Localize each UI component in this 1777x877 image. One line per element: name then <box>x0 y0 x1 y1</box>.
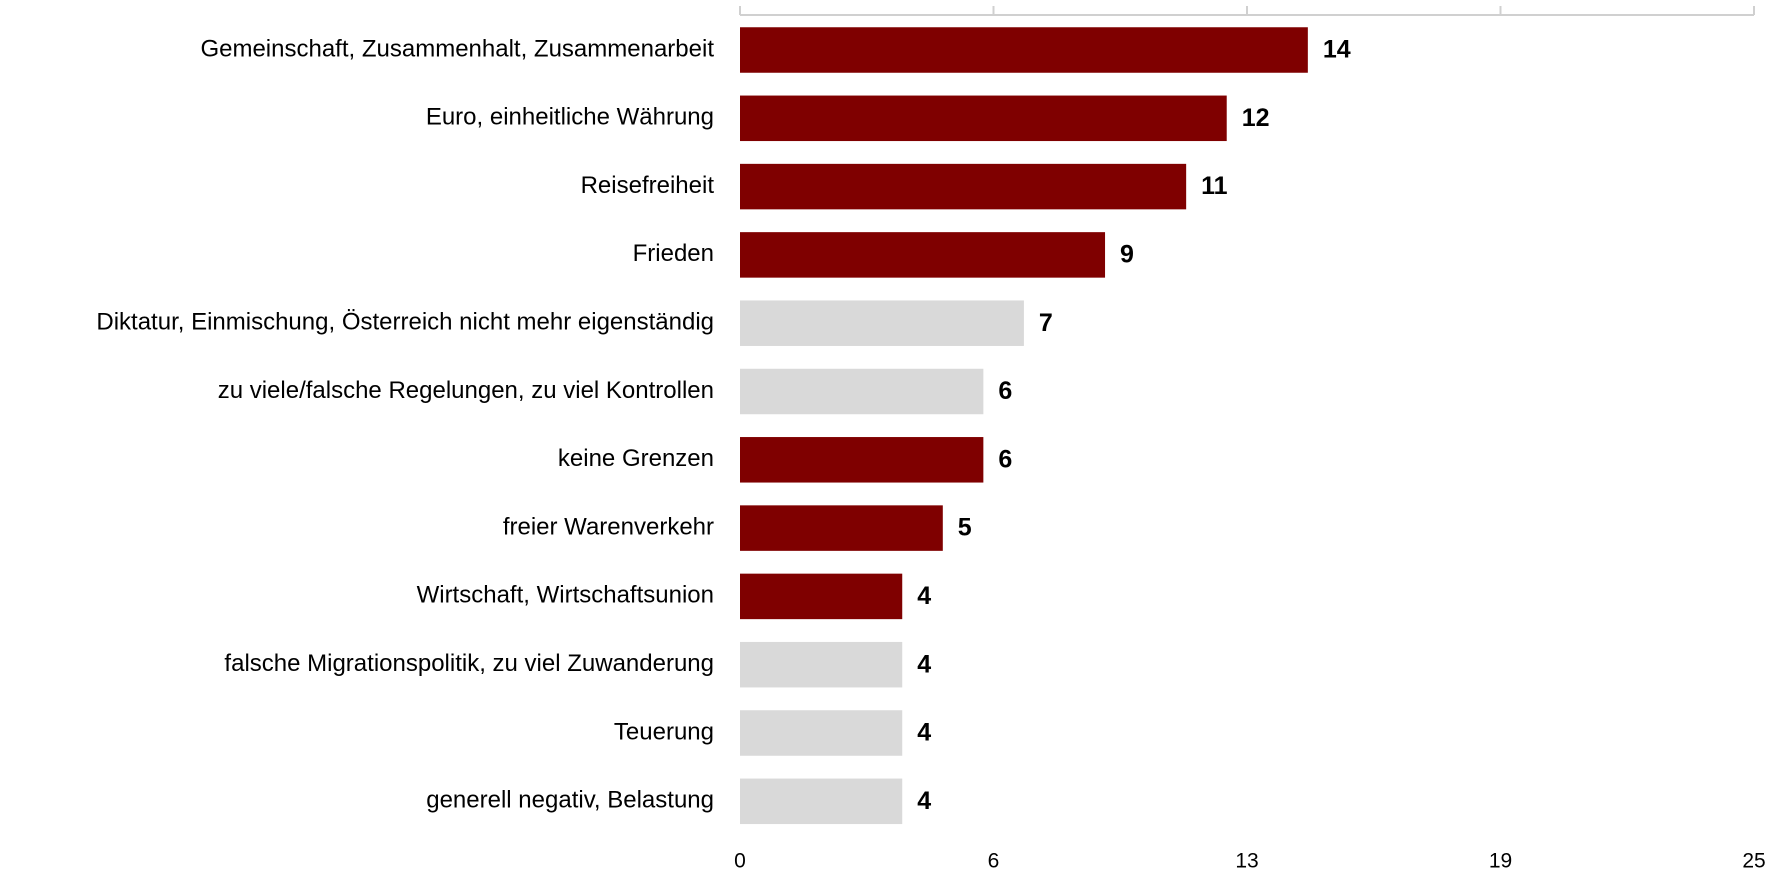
bar <box>740 778 903 825</box>
category-label: Teuerung <box>614 718 714 745</box>
value-label: 4 <box>917 719 931 747</box>
value-label: 6 <box>998 445 1012 473</box>
x-tick-label: 6 <box>988 850 1000 873</box>
bar <box>740 710 903 756</box>
category-label: keine Grenzen <box>558 445 714 472</box>
bar <box>740 300 1024 346</box>
x-tick-label: 13 <box>1235 850 1258 873</box>
category-label: Euro, einheitliche Währung <box>426 104 714 131</box>
value-label: 9 <box>1120 241 1134 269</box>
bar <box>740 27 1308 73</box>
x-tick-label: 25 <box>1742 850 1765 873</box>
bar <box>740 368 984 415</box>
category-label: Wirtschaft, Wirtschaftsunion <box>417 582 714 609</box>
category-label: Frieden <box>633 240 714 267</box>
value-label: 11 <box>1201 172 1228 200</box>
bar <box>740 437 984 483</box>
bar <box>740 232 1106 278</box>
category-label: zu viele/falsche Regelungen, zu viel Kon… <box>218 377 714 404</box>
value-label: 7 <box>1039 309 1053 337</box>
category-label: falsche Migrationspolitik, zu viel Zuwan… <box>224 650 714 677</box>
category-label: Gemeinschaft, Zusammenhalt, Zusammenarbe… <box>200 35 714 62</box>
x-tick-label: 0 <box>734 850 746 873</box>
bar <box>740 95 1227 142</box>
category-label: generell negativ, Belastung <box>426 787 714 814</box>
value-label: 14 <box>1323 36 1351 64</box>
value-label: 6 <box>998 377 1012 405</box>
value-label: 4 <box>917 650 931 678</box>
value-label: 12 <box>1242 104 1270 132</box>
bar <box>740 641 903 688</box>
category-label: Reisefreiheit <box>581 172 715 199</box>
bar <box>740 505 943 551</box>
bar <box>740 573 903 620</box>
category-label: freier Warenverkehr <box>503 513 714 540</box>
category-label: Diktatur, Einmischung, Österreich nicht … <box>96 309 714 336</box>
x-tick-label: 19 <box>1489 850 1512 873</box>
value-label: 4 <box>917 787 931 815</box>
value-label: 4 <box>917 582 931 610</box>
bar <box>740 163 1187 210</box>
value-label: 5 <box>958 514 972 542</box>
